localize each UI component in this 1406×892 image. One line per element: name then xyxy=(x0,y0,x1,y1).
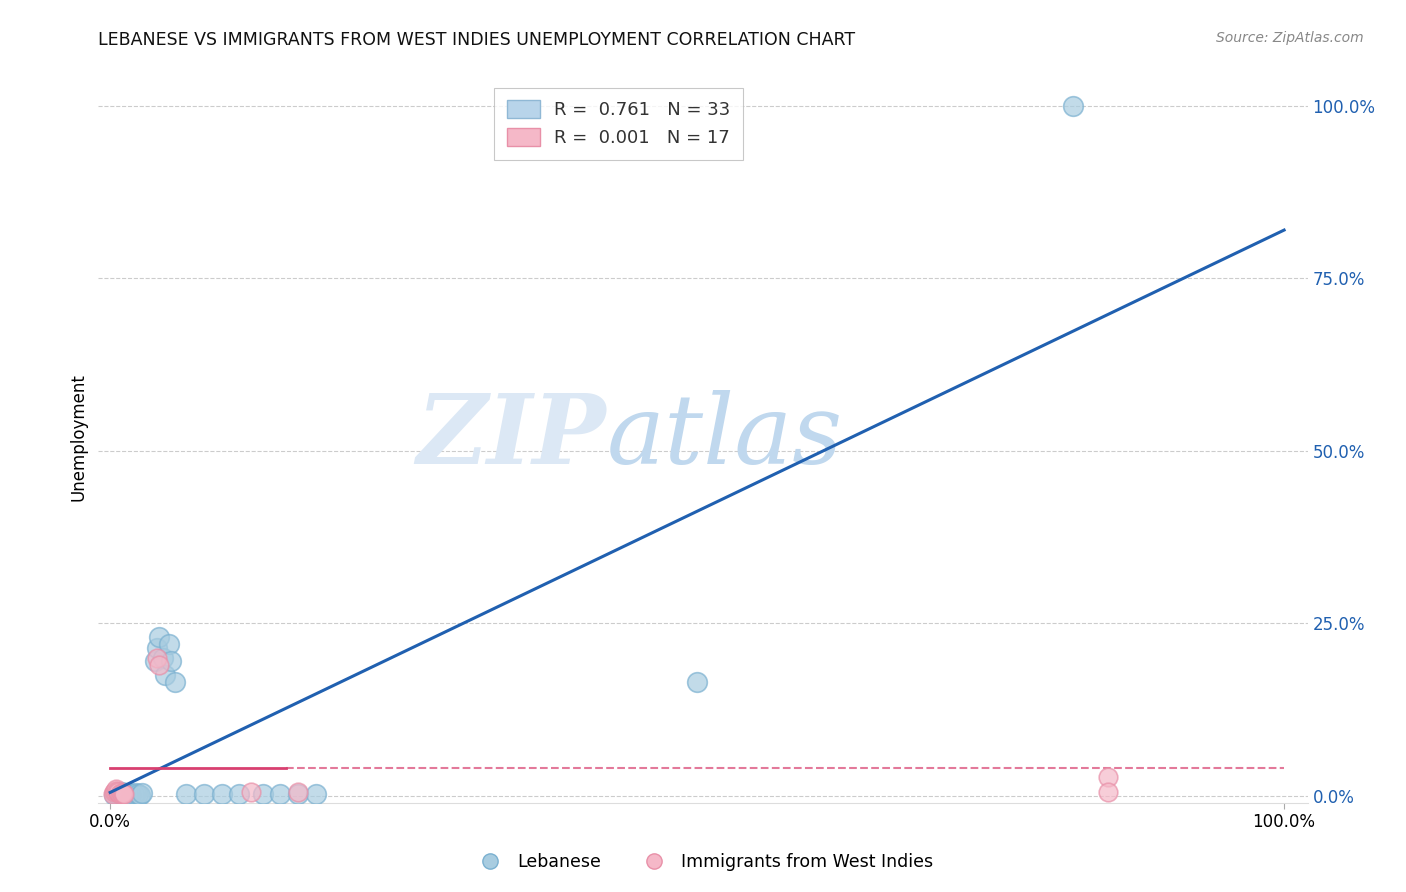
Point xyxy=(148,630,170,644)
Point xyxy=(155,668,177,682)
Point xyxy=(112,787,135,801)
Point xyxy=(228,787,250,801)
Point xyxy=(105,782,128,797)
Point xyxy=(125,786,148,800)
Point xyxy=(111,785,134,799)
Point xyxy=(163,675,186,690)
Point xyxy=(120,788,142,802)
Point xyxy=(127,787,149,801)
Point xyxy=(287,787,309,801)
Point xyxy=(105,784,128,798)
Point xyxy=(287,785,309,799)
Point xyxy=(176,787,198,801)
Point xyxy=(304,787,326,801)
Point xyxy=(269,787,291,801)
Point xyxy=(120,786,142,800)
Point xyxy=(146,651,169,665)
Point xyxy=(108,787,131,801)
Text: Source: ZipAtlas.com: Source: ZipAtlas.com xyxy=(1216,31,1364,45)
Point xyxy=(108,787,131,801)
Point xyxy=(114,788,136,802)
Point xyxy=(252,787,274,801)
Point xyxy=(157,637,180,651)
Point xyxy=(148,657,170,672)
Point xyxy=(146,640,169,655)
Text: ZIP: ZIP xyxy=(416,390,606,484)
Point xyxy=(128,788,150,802)
Legend: Lebanese, Immigrants from West Indies: Lebanese, Immigrants from West Indies xyxy=(465,847,941,879)
Text: LEBANESE VS IMMIGRANTS FROM WEST INDIES UNEMPLOYMENT CORRELATION CHART: LEBANESE VS IMMIGRANTS FROM WEST INDIES … xyxy=(98,31,855,49)
Y-axis label: Unemployment: Unemployment xyxy=(69,373,87,501)
Point xyxy=(111,787,134,801)
Point xyxy=(160,654,183,668)
Point xyxy=(107,785,129,799)
Point xyxy=(117,787,139,801)
Point xyxy=(152,651,174,665)
Text: atlas: atlas xyxy=(606,390,842,484)
Point xyxy=(122,787,145,801)
Point xyxy=(101,787,124,801)
Point xyxy=(104,784,127,798)
Point xyxy=(131,786,153,800)
Point xyxy=(103,788,125,802)
Point xyxy=(193,787,215,801)
Point xyxy=(110,786,132,800)
Point xyxy=(240,785,263,799)
Point xyxy=(105,786,128,800)
Point xyxy=(211,787,233,801)
Point xyxy=(112,787,135,801)
Point xyxy=(1097,785,1119,799)
Point xyxy=(1097,770,1119,784)
Point xyxy=(1062,99,1084,113)
Point xyxy=(107,788,129,802)
Point xyxy=(143,654,166,668)
Point xyxy=(103,785,125,799)
Point xyxy=(686,675,709,690)
Point xyxy=(112,786,135,800)
